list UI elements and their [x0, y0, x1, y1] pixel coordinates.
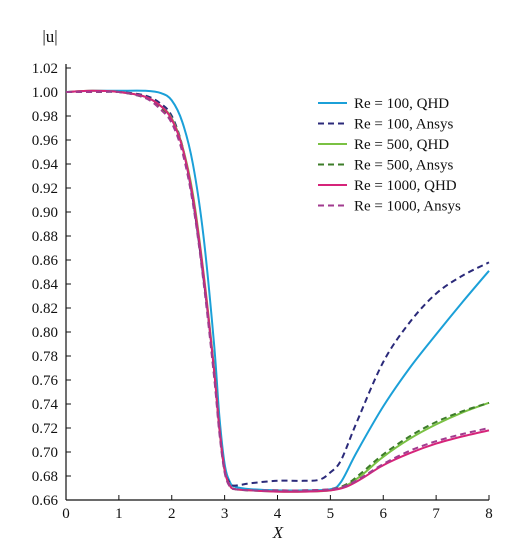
y-tick-label: 0.98	[32, 109, 58, 125]
x-tick-label: 3	[221, 506, 229, 522]
series-line-5	[66, 90, 490, 492]
x-tick-labels: 0 1 2 3 4 5 6 7 8	[62, 506, 493, 522]
x-tick-label: 7	[432, 506, 440, 522]
x-tick-label: 6	[380, 506, 388, 522]
y-axis-label: |u|	[42, 27, 57, 46]
y-tick-label: 0.76	[32, 373, 59, 389]
y-tick-label: 0.92	[32, 181, 58, 197]
series-line-0	[65, 89, 490, 492]
y-tick-label: 0.68	[32, 469, 58, 485]
x-tick-label: 8	[485, 506, 493, 522]
y-tick-label: 0.90	[32, 205, 58, 221]
y-tick-label: 0.78	[32, 349, 58, 365]
y-axis-title: |u|	[42, 27, 57, 46]
y-tick-label: 0.74	[32, 397, 59, 413]
y-tick-label: 0.66	[32, 493, 59, 509]
axes	[65, 64, 490, 501]
legend-label-2: Re = 500, QHD	[354, 137, 449, 153]
y-tick-label: 1.00	[32, 85, 58, 101]
x-tick-label: 4	[274, 506, 282, 522]
y-tick-label: 0.96	[32, 133, 59, 149]
x-tick-label: 5	[327, 506, 335, 522]
legend: Re = 100, QHD Re = 100, Ansys Re = 500, QH…	[318, 96, 461, 215]
x-tick-label: 2	[168, 506, 176, 522]
series-line-1	[66, 90, 490, 487]
legend-label-1: Re = 100, Ansys	[354, 117, 453, 133]
y-tick-label: 0.80	[32, 325, 58, 341]
legend-label-3: Re = 500, Ansys	[354, 158, 453, 174]
y-tick-label: 0.94	[32, 157, 59, 173]
y-tick-labels: 0.66 0.68 0.70 0.72 0.74 0.76 0.78 0.80 0.82 0.84…	[32, 61, 59, 509]
y-tick-label: 0.82	[32, 301, 58, 317]
plot-area: 0.66 0.68 0.70 0.72 0.74 0.76 0.78 0.80 0.82 0.84…	[32, 61, 493, 522]
y-tick-label: 0.70	[32, 445, 58, 461]
y-tick-label: 0.86	[32, 253, 59, 269]
x-tick-label: 0	[62, 506, 70, 522]
x-axis-label: X	[272, 523, 284, 542]
x-tick-label: 1	[115, 506, 123, 522]
y-tick-label: 0.72	[32, 421, 58, 437]
series-lines	[65, 89, 490, 493]
legend-label-5: Re = 1000, Ansys	[354, 199, 461, 215]
legend-label-0: Re = 100, QHD	[354, 96, 449, 112]
y-tick-label: 0.84	[32, 277, 59, 293]
legend-label-4: Re = 1000, QHD	[354, 178, 457, 194]
y-tick-label: 0.88	[32, 229, 58, 245]
y-tick-label: 1.02	[32, 61, 58, 77]
